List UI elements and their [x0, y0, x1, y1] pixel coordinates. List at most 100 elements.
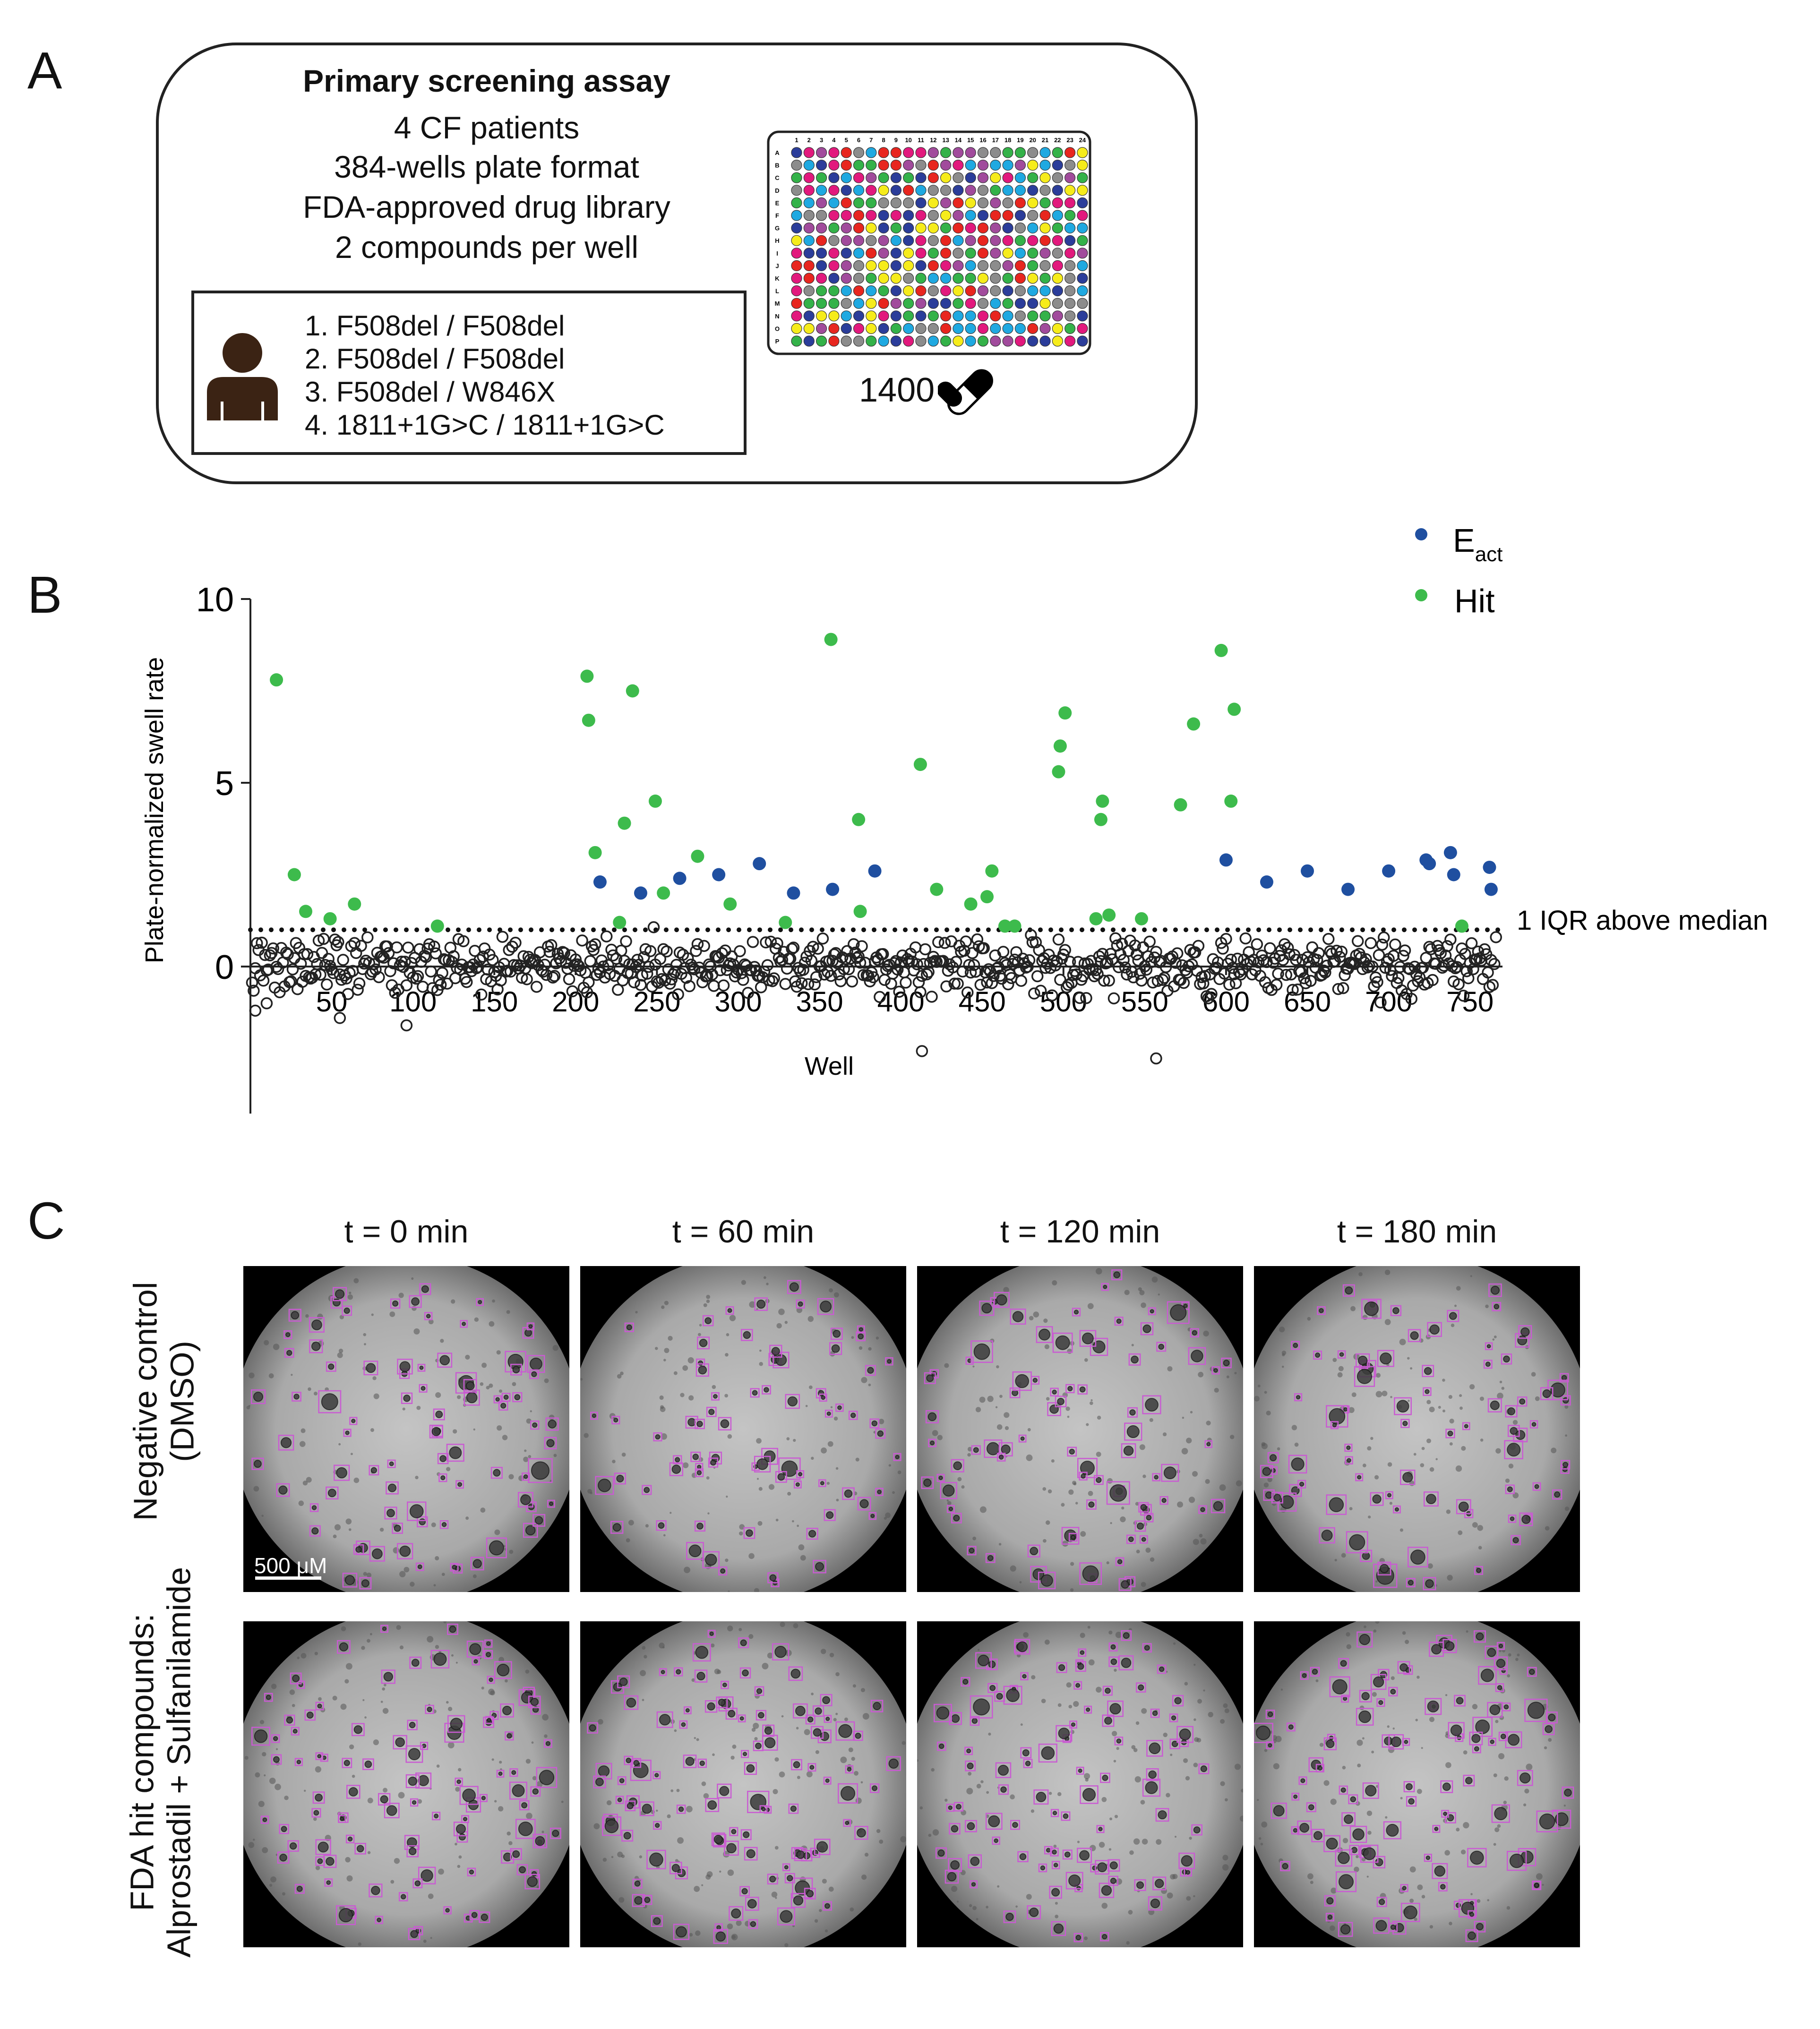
organoid: [758, 1712, 764, 1719]
organoid: [1080, 1650, 1085, 1655]
well-I4: [828, 248, 840, 259]
well-D10: [903, 185, 914, 196]
debris: [1501, 1387, 1505, 1390]
debris: [784, 1321, 788, 1324]
organoid: [1456, 1697, 1464, 1704]
point-other: [919, 943, 931, 956]
debris: [1070, 1562, 1074, 1566]
organoid: [1500, 1733, 1506, 1739]
point-eact: [1483, 860, 1496, 874]
debris: [1192, 1471, 1198, 1477]
detection-box: [309, 1317, 325, 1333]
debris: [1124, 1290, 1130, 1295]
detection-box: [1393, 1505, 1401, 1514]
organoid: [1152, 1710, 1158, 1716]
organoid: [1313, 1831, 1322, 1840]
organoid: [747, 1899, 757, 1909]
debris: [494, 1529, 500, 1535]
debris: [727, 1625, 733, 1632]
detection-box: [754, 1686, 764, 1696]
debris: [1135, 1721, 1140, 1725]
organoid: [1110, 1644, 1116, 1650]
organoid: [317, 1754, 322, 1758]
point-other: [1235, 968, 1247, 981]
detection-box: [543, 1739, 552, 1748]
point-other: [1351, 935, 1364, 947]
debris: [986, 1906, 988, 1909]
organoid: [752, 1390, 758, 1396]
debris: [1348, 1407, 1355, 1413]
organoid: [1020, 1436, 1025, 1441]
organoid: [487, 1718, 491, 1722]
point-other: [314, 968, 326, 981]
detection-box: [429, 1424, 443, 1438]
debris: [269, 1883, 273, 1887]
well-N9: [890, 310, 901, 322]
detection-box: [523, 1523, 538, 1538]
point-other: [874, 991, 886, 1003]
plate-row-J: J: [775, 262, 779, 269]
debris: [382, 1708, 389, 1714]
detection-box: [1148, 1307, 1156, 1316]
debris: [784, 1943, 789, 1947]
debris: [1073, 1482, 1077, 1486]
debris: [1260, 1842, 1263, 1846]
well-G19: [1014, 223, 1026, 234]
organoid: [412, 1800, 417, 1805]
detection-box: [886, 1756, 901, 1771]
detection-box: [1167, 1301, 1190, 1324]
organoid: [1039, 1328, 1051, 1341]
organoid: [780, 1910, 793, 1923]
debris: [1170, 1754, 1173, 1756]
detection-box: [739, 1667, 751, 1678]
organoid: [1332, 1423, 1337, 1428]
detection-box: [987, 1683, 998, 1693]
well-N20: [1027, 310, 1039, 322]
plate-col-8: 8: [882, 137, 885, 144]
organoid: [798, 1301, 803, 1307]
detection-box: [425, 1704, 434, 1714]
organoid: [815, 1707, 822, 1715]
debris: [1206, 1421, 1211, 1426]
organoid: [750, 1921, 756, 1927]
detection-box: [1191, 1824, 1203, 1836]
organoid: [847, 1767, 852, 1772]
organoid: [1288, 1724, 1294, 1730]
well-F2: [803, 210, 815, 221]
debris: [1073, 1701, 1079, 1707]
detection-box: [805, 1714, 816, 1725]
organoid: [340, 1816, 344, 1821]
organoid: [1142, 1324, 1151, 1333]
debris: [373, 1739, 379, 1746]
well-A2: [803, 147, 815, 158]
detection-box: [380, 1625, 388, 1633]
detection-box: [1126, 1534, 1136, 1544]
debris: [384, 1683, 386, 1687]
debris: [1536, 1873, 1543, 1880]
debris: [642, 1646, 646, 1650]
debris: [1350, 1306, 1356, 1311]
debris: [580, 1378, 583, 1381]
debris: [1267, 1477, 1272, 1482]
debris: [1090, 1399, 1093, 1402]
detection-box: [1079, 1562, 1102, 1585]
row-label-control: Negative control (DMSO): [127, 1236, 201, 1567]
organoid: [626, 1324, 632, 1330]
detection-box: [433, 1408, 445, 1421]
organoid: [399, 1361, 411, 1372]
micrograph-control-180min: [1254, 1266, 1580, 1592]
debris: [411, 1277, 414, 1280]
well-F21: [1039, 210, 1051, 221]
organoid: [1097, 1862, 1107, 1873]
organoid: [1174, 1697, 1182, 1704]
plate-col-5: 5: [845, 137, 848, 144]
well-F17: [990, 210, 1001, 221]
well-F7: [866, 210, 877, 221]
series-hit: [270, 633, 1468, 933]
organoid: [1386, 1824, 1399, 1837]
debris: [1389, 1502, 1392, 1505]
debris: [786, 1437, 790, 1440]
well-K3: [816, 273, 827, 284]
debris: [1307, 1317, 1311, 1321]
point-hit: [1102, 908, 1116, 922]
